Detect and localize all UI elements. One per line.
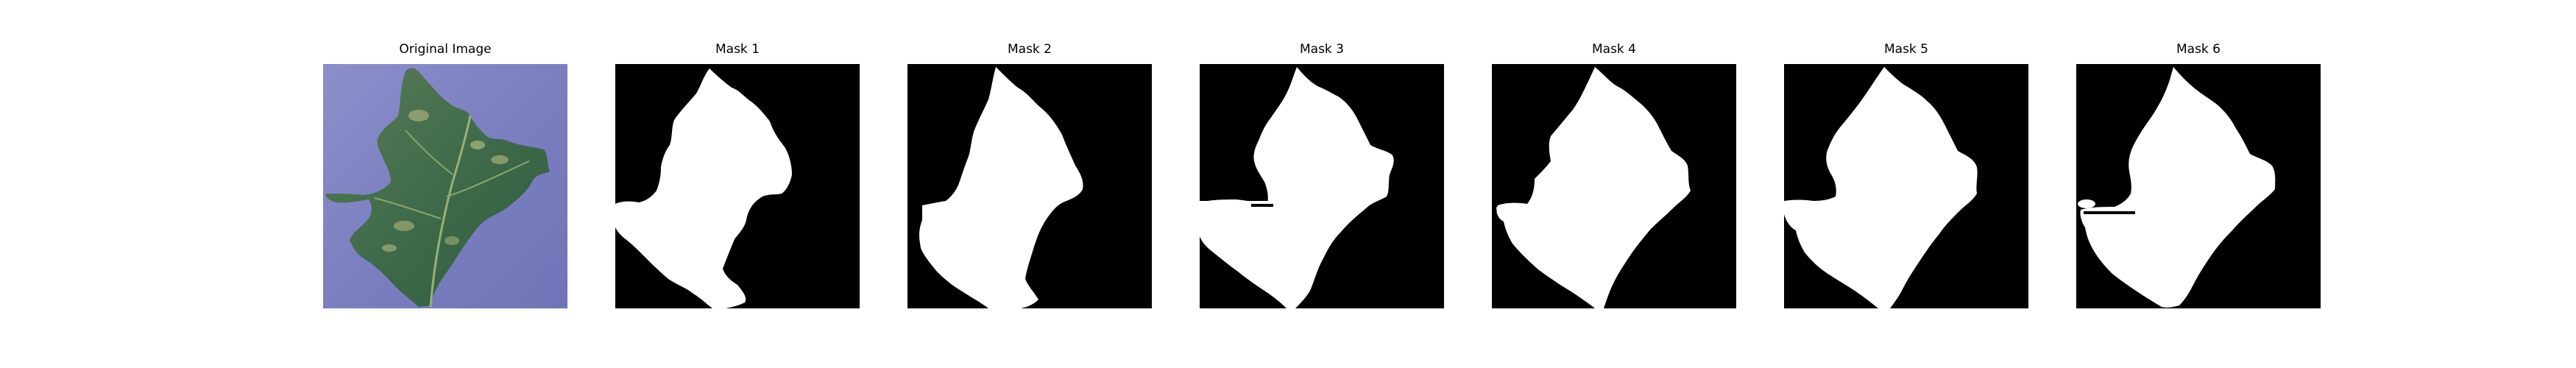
panel-mask-3: Mask 3 bbox=[1200, 42, 1444, 314]
original-leaf-image bbox=[323, 64, 567, 308]
panel-original: Original Image bbox=[323, 42, 567, 314]
panel-title: Mask 6 bbox=[2176, 42, 2221, 57]
panel-title: Mask 5 bbox=[1883, 42, 1928, 57]
mask-6-image bbox=[2076, 64, 2321, 308]
panel-title: Mask 4 bbox=[1591, 42, 1636, 57]
panel-title: Mask 2 bbox=[1007, 42, 1052, 57]
panel-mask-5: Mask 5 bbox=[1784, 42, 2028, 314]
mask-3-image bbox=[1200, 64, 1444, 308]
panel-mask-4: Mask 4 bbox=[1492, 42, 1736, 314]
panel-title: Mask 1 bbox=[715, 42, 760, 57]
mask-2-image bbox=[907, 64, 1152, 308]
panel-mask-6: Mask 6 bbox=[2076, 42, 2321, 314]
mask-4-image bbox=[1492, 64, 1736, 308]
mask-1-image bbox=[615, 64, 860, 308]
panel-title: Original Image bbox=[399, 42, 492, 57]
panel-title: Mask 3 bbox=[1299, 42, 1344, 57]
panel-mask-1: Mask 1 bbox=[615, 42, 860, 314]
panel-mask-2: Mask 2 bbox=[907, 42, 1152, 314]
mask-5-image bbox=[1784, 64, 2028, 308]
